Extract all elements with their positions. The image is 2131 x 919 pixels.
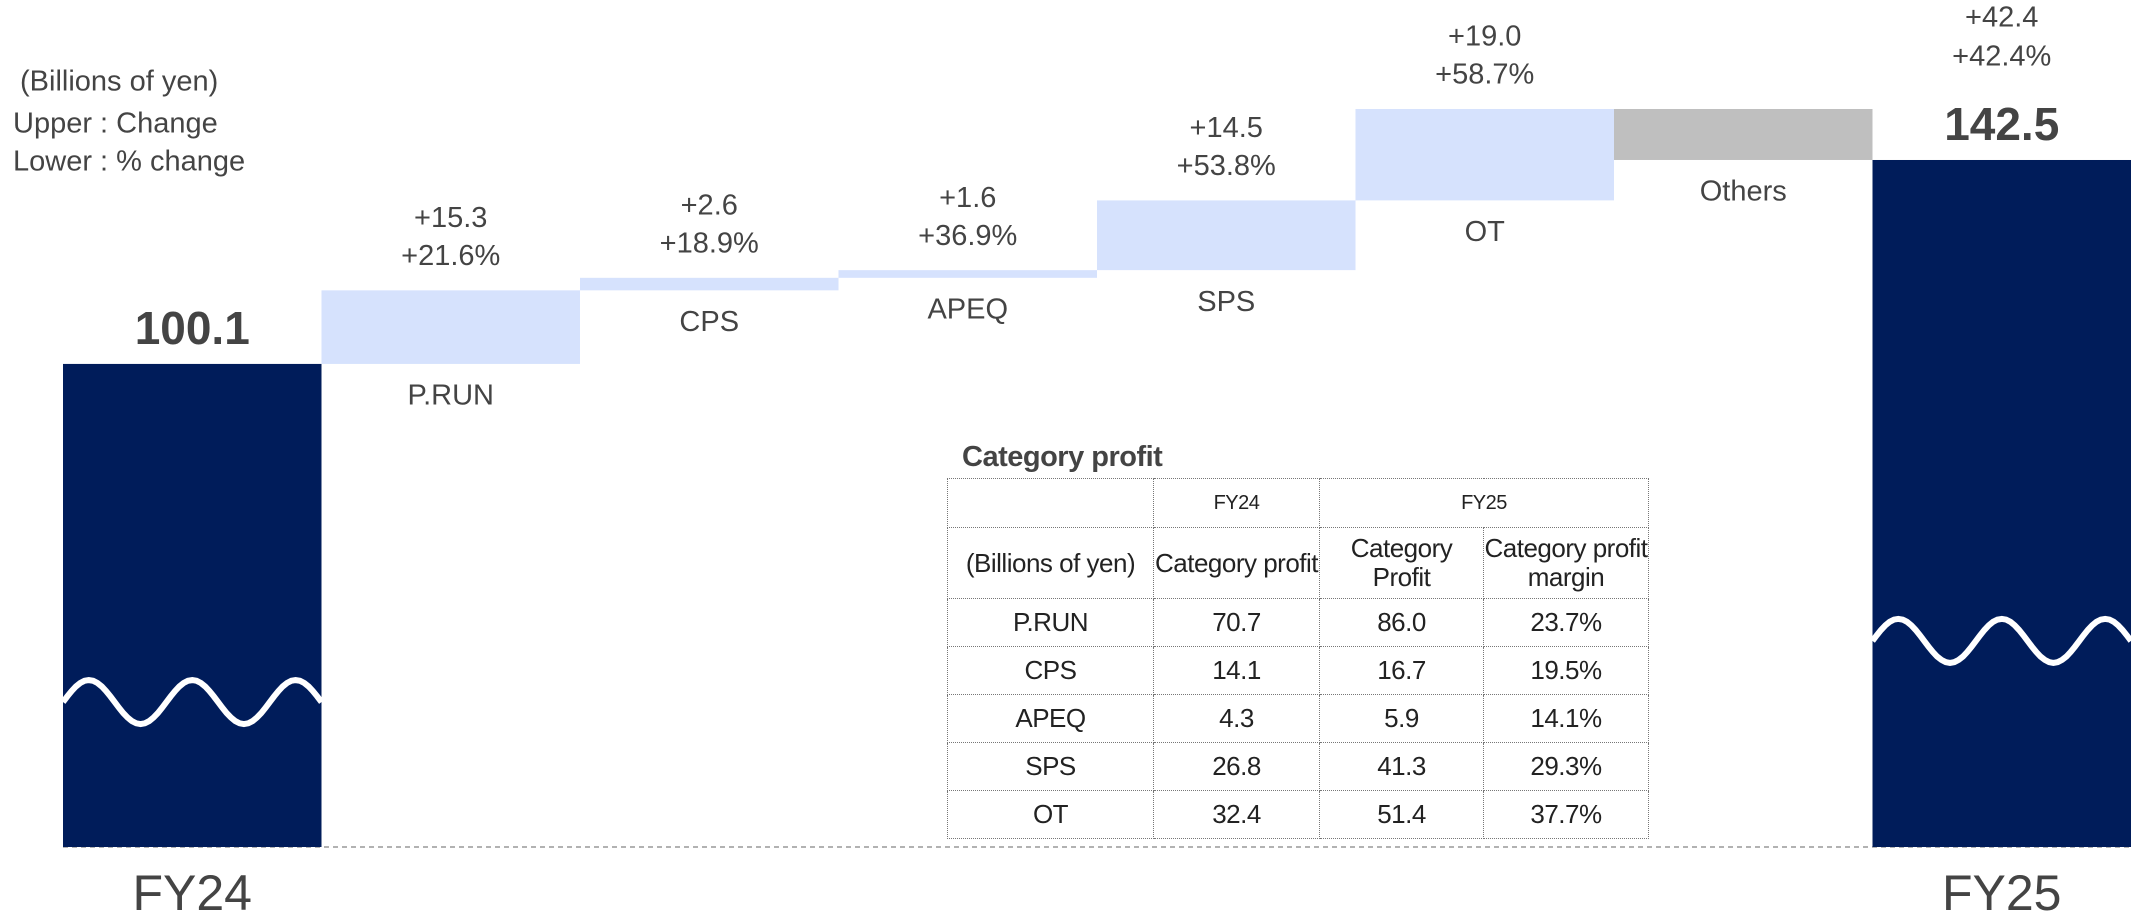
delta-bar — [838, 270, 1097, 278]
delta-bar — [580, 277, 839, 291]
category-label: APEQ — [927, 293, 1008, 325]
table-cell: 29.3% — [1483, 742, 1649, 791]
legend-lower: Lower : % change — [13, 146, 245, 178]
change-label: +15.3 — [414, 202, 487, 234]
total-bar — [63, 363, 322, 847]
table-cell: SPS — [947, 742, 1154, 791]
total-value-label: 100.1 — [135, 302, 250, 354]
change-label: +19.0 — [1448, 21, 1521, 53]
category-label: Others — [1700, 176, 1787, 208]
table-cell: 4.3 — [1153, 694, 1320, 743]
category-label: P.RUN — [408, 380, 495, 412]
x-category-label: FY24 — [132, 865, 252, 919]
table-row: OT 32.4 51.4 37.7% — [947, 790, 1649, 839]
axis-break — [60, 677, 324, 728]
unit-note: (Billions of yen) — [20, 66, 218, 98]
table-cell: 51.4 — [1319, 790, 1484, 839]
table-cell: 37.7% — [1483, 790, 1649, 839]
category-profit-table: FY24 FY25 (Billions of yen) Category profit… — [947, 478, 1649, 839]
column-header: (Billions of yen) — [947, 527, 1154, 599]
table-cell: OT — [947, 790, 1154, 839]
header-row: (Billions of yen) Category profit Category… — [947, 527, 1649, 599]
x-category-label: FY25 — [1942, 865, 2062, 919]
category-label: OT — [1465, 216, 1506, 248]
delta-bar — [1614, 109, 1873, 160]
table-cell: 41.3 — [1319, 742, 1484, 791]
table-row: APEQ 4.3 5.9 14.1% — [947, 694, 1649, 743]
column-header: Category Profit — [1319, 527, 1484, 599]
table-cell: 5.9 — [1319, 694, 1484, 743]
pct-change-label: +58.7% — [1435, 59, 1534, 91]
change-label: +1.6 — [939, 182, 996, 214]
pct-change-label: +42.4% — [1952, 41, 2051, 73]
legend-upper: Upper : Change — [13, 108, 218, 140]
group-header: FY24 — [1153, 478, 1320, 528]
table-cell: 26.8 — [1153, 742, 1320, 791]
table-cell: 86.0 — [1319, 598, 1484, 647]
table-cell: P.RUN — [947, 598, 1154, 647]
change-label: +14.5 — [1190, 112, 1263, 144]
table-cell: 14.1% — [1483, 694, 1649, 743]
delta-bar — [1097, 200, 1356, 271]
total-value-label: 142.5 — [1944, 98, 2059, 150]
change-label: +42.4 — [1965, 2, 2038, 34]
table-cell: 32.4 — [1153, 790, 1320, 839]
pct-change-label: +53.8% — [1177, 150, 1276, 182]
table-cell: APEQ — [947, 694, 1154, 743]
change-label: +2.6 — [681, 189, 738, 221]
header-row: FY24 FY25 — [947, 478, 1649, 528]
table-cell: CPS — [947, 646, 1154, 695]
total-bar — [1872, 159, 2131, 848]
pct-change-label: +18.9% — [660, 227, 759, 259]
header-cell — [947, 478, 1154, 528]
table-cell: 23.7% — [1483, 598, 1649, 647]
category-label: CPS — [679, 306, 739, 338]
delta-bar — [1355, 109, 1614, 201]
pct-change-label: +21.6% — [401, 240, 500, 272]
delta-bar — [321, 290, 580, 364]
column-header: Category profit margin — [1483, 527, 1649, 599]
column-header: Category profit — [1153, 527, 1320, 599]
category-label: SPS — [1197, 286, 1255, 318]
table-title: Category profit — [962, 441, 1163, 473]
group-header: FY25 — [1319, 478, 1649, 528]
table-cell: 19.5% — [1483, 646, 1649, 695]
table-row: CPS 14.1 16.7 19.5% — [947, 646, 1649, 695]
table-row: SPS 26.8 41.3 29.3% — [947, 742, 1649, 791]
table-row: P.RUN 70.7 86.0 23.7% — [947, 598, 1649, 647]
table-cell: 14.1 — [1153, 646, 1320, 695]
table-cell: 16.7 — [1319, 646, 1484, 695]
pct-change-label: +36.9% — [918, 220, 1017, 252]
axis-break — [1870, 615, 2131, 666]
table-cell: 70.7 — [1153, 598, 1320, 647]
